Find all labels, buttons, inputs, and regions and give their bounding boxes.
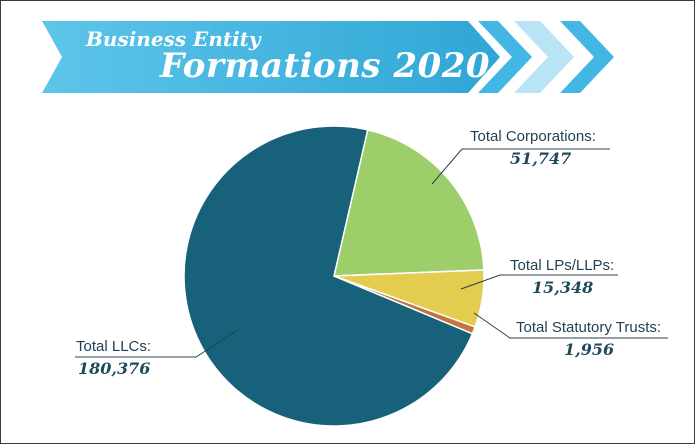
leader-lps <box>460 274 618 290</box>
label-corporations-name: Total Corporations: <box>470 128 596 145</box>
label-lps: Total LPs/LLPs: 15,348 <box>510 257 614 297</box>
label-trusts-value: 1,956 <box>564 340 615 359</box>
title-banner <box>42 21 614 93</box>
label-llcs-value: 180,376 <box>78 359 151 378</box>
title-line-2: Formations 2020 <box>160 46 491 86</box>
banner-chevron-2 <box>514 21 574 93</box>
label-trusts-name: Total Statutory Trusts: <box>516 319 662 336</box>
leader-trusts <box>473 312 668 339</box>
slice-llcs <box>183 125 474 427</box>
banner-chevron-1 <box>478 21 532 93</box>
banner-arrow <box>42 21 500 93</box>
leader-llcs <box>75 329 239 358</box>
leader-corporations <box>431 148 610 185</box>
label-corporations-value: 51,747 <box>510 149 572 168</box>
label-lps-value: 15,348 <box>532 278 594 297</box>
label-llcs-name: Total LLCs: <box>76 338 152 355</box>
label-llcs: Total LLCs: 180,376 <box>76 338 151 378</box>
title-line-1: Business Entity <box>86 27 261 51</box>
label-lps-name: Total LPs/LLPs: <box>510 257 615 274</box>
slice-corporations <box>333 128 485 277</box>
label-trusts: Total Statutory Trusts: 1,956 <box>516 319 661 359</box>
label-corporations: Total Corporations: 51,747 <box>470 128 596 168</box>
banner-chevron-3 <box>560 21 614 93</box>
